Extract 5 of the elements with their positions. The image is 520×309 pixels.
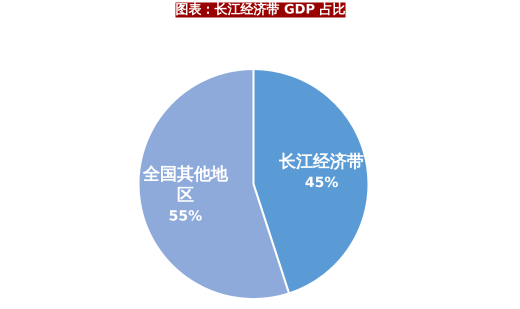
data-label: 45% <box>304 175 338 192</box>
chart-title: 图表：长江经济带 GDP 占比 <box>175 2 346 18</box>
data-label: 55% <box>168 208 202 225</box>
slice-label: 长江经济带 <box>278 152 364 172</box>
slice-label: 全国其他地区 <box>142 164 229 206</box>
